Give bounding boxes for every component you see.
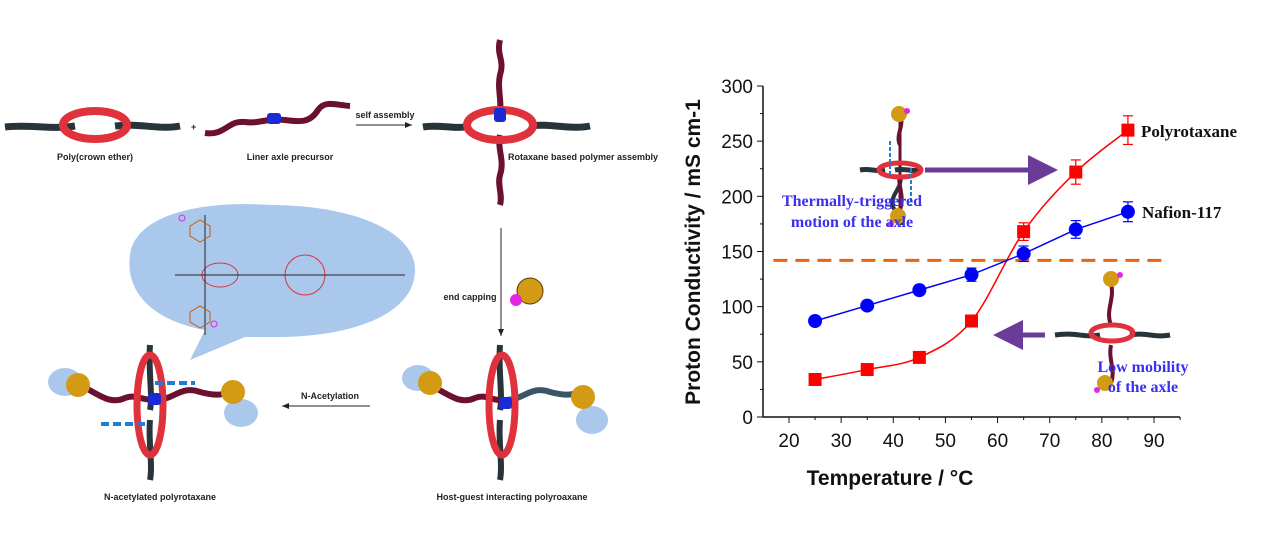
backbone [496, 344, 504, 481]
series-nafion-117 [808, 201, 1135, 329]
data-point [1016, 246, 1031, 261]
data-point [1068, 222, 1083, 237]
axle-precursor [204, 100, 351, 137]
y-tick-label: 150 [721, 243, 753, 264]
inset-mobile-axle [859, 106, 1058, 227]
legend-nafion: Nafion-117 [1142, 203, 1222, 222]
x-tick-label: 40 [883, 431, 904, 452]
x-tick-label: 20 [778, 431, 799, 452]
data-point [1121, 123, 1135, 137]
y-tick-label: 250 [721, 132, 753, 153]
annotation-low-mobility-1: Low mobility [1097, 359, 1188, 376]
x-tick-label: 50 [935, 431, 956, 452]
annotation-thermal-1: Thermally-triggered [782, 193, 922, 210]
ticks: 0 50 100 150 200 250 300 20 30 40 50 60 70 80 90 [721, 77, 1181, 452]
self-assembly-label: self assembly [355, 110, 414, 120]
rotaxane-assembly-label: Rotaxane based polymer assembly [508, 152, 658, 162]
data-point [965, 314, 978, 328]
stopper-icon [221, 380, 245, 404]
y-tick-label: 100 [721, 298, 753, 319]
structure-bubble [129, 204, 415, 360]
scheme: + self assembly end capping [4, 39, 658, 502]
stopper-icon [516, 277, 544, 305]
data-point [1120, 204, 1135, 219]
backbone [146, 344, 154, 481]
x-tick-label: 80 [1091, 431, 1112, 452]
chemical-structure [175, 214, 405, 335]
n-acetylation-label: N-Acetylation [301, 391, 359, 401]
y-tick-label: 200 [721, 187, 753, 208]
stopper-icon [418, 371, 442, 395]
data-point [860, 298, 875, 313]
x-tick-label: 30 [831, 431, 852, 452]
data-point [860, 363, 874, 377]
host-guest-label: Host-guest interacting polyroaxane [436, 492, 587, 502]
crown-ether-ring [133, 351, 167, 459]
crown-ether-ring [59, 107, 131, 143]
data-point [808, 314, 823, 329]
liner-axle-label: Liner axle precursor [247, 152, 334, 162]
inset-immobile-axle [993, 271, 1171, 393]
y-tick-label: 0 [742, 408, 753, 429]
x-tick-label: 90 [1143, 431, 1164, 452]
halo [576, 406, 608, 434]
stopper-icon [571, 385, 595, 409]
y-axis-title: Proton Conductivity / mS cm-1 [682, 99, 705, 405]
y-tick-label: 50 [732, 353, 753, 374]
legend-polyrotaxane: Polyrotaxane [1141, 122, 1237, 141]
data-point [912, 283, 927, 298]
backbone [422, 121, 591, 131]
x-axis-title: Temperature / °C [807, 467, 974, 490]
sulfonate-icon [510, 294, 522, 306]
n-acetylated-label: N-acetylated polyrotaxane [104, 492, 216, 502]
halo [224, 399, 258, 427]
chart: 0 50 100 150 200 250 300 20 30 40 50 60 70 80 90 Tempe… [682, 77, 1237, 490]
annotation-low-mobility-2: of the axle [1108, 379, 1178, 396]
annotation-thermal-2: motion of the axle [791, 214, 913, 231]
end-capping-label: end capping [443, 292, 496, 302]
backbone [4, 121, 181, 131]
series [808, 115, 1135, 386]
ammonium-site [499, 397, 512, 409]
acetyl-site [148, 393, 161, 405]
y-tick-label: 300 [721, 77, 753, 98]
series-polyrotaxane [808, 115, 1135, 386]
ammonium-site [267, 113, 281, 124]
crown-ether-ring [485, 351, 519, 459]
stopper-icon [66, 373, 90, 397]
data-point [1017, 225, 1031, 239]
x-tick-label: 70 [1039, 431, 1060, 452]
data-point [912, 350, 926, 364]
data-point [964, 267, 979, 282]
data-point [1069, 165, 1083, 179]
ammonium-site [494, 108, 506, 122]
poly-crown-ether-label: Poly(crown ether) [57, 152, 133, 162]
x-tick-label: 60 [987, 431, 1008, 452]
plus-sign: + [191, 122, 196, 132]
axle [496, 39, 505, 206]
data-point [808, 372, 822, 386]
